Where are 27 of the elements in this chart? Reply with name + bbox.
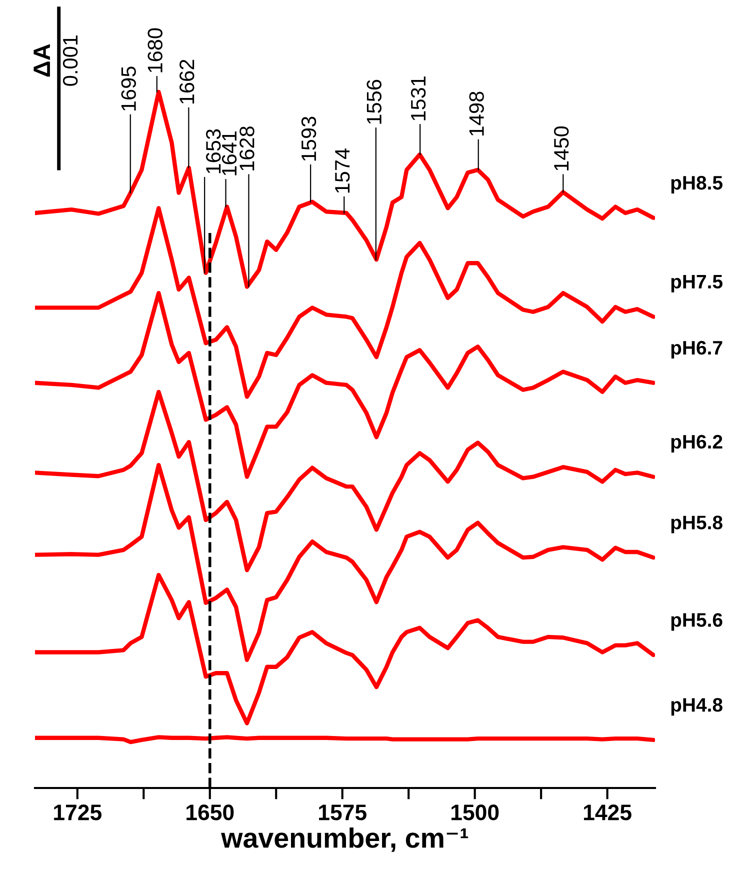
text: 0.001 (62, 36, 78, 86)
annotation: 1653 (206, 129, 221, 174)
annotation: 1662 (180, 60, 194, 104)
annotation: 1531 (410, 76, 426, 120)
annotation: 1498 (469, 92, 484, 136)
x-tick-label: 1725 (54, 804, 102, 820)
series-label: pH6.2 (671, 434, 722, 452)
series-label: pH5.8 (671, 516, 722, 534)
text: ΔA (34, 44, 50, 77)
annotation: 1680 (148, 28, 162, 72)
annotation: 1593 (301, 116, 316, 161)
x-tick-label: 1650 (186, 804, 234, 820)
x-tick-label: 1425 (584, 804, 632, 820)
annotation: 1556 (366, 80, 382, 124)
x-tick-label: 1500 (452, 804, 499, 820)
x-tick-label: 1575 (319, 804, 366, 820)
annotation: 1450 (554, 126, 569, 170)
x-axis-title: wavenumber, cm⁻¹ (221, 827, 468, 852)
annotation: 1641 (222, 131, 237, 176)
series-label: pH5.6 (671, 613, 722, 631)
series-label: pH7.5 (671, 274, 722, 292)
series-label: pH6.7 (671, 340, 722, 359)
annotation: 1695 (121, 66, 136, 110)
annotation: 1574 (335, 148, 350, 193)
annotation: 1628 (240, 126, 254, 170)
series-label: pH8.5 (671, 176, 722, 194)
series-label: pH4.8 (671, 698, 722, 716)
